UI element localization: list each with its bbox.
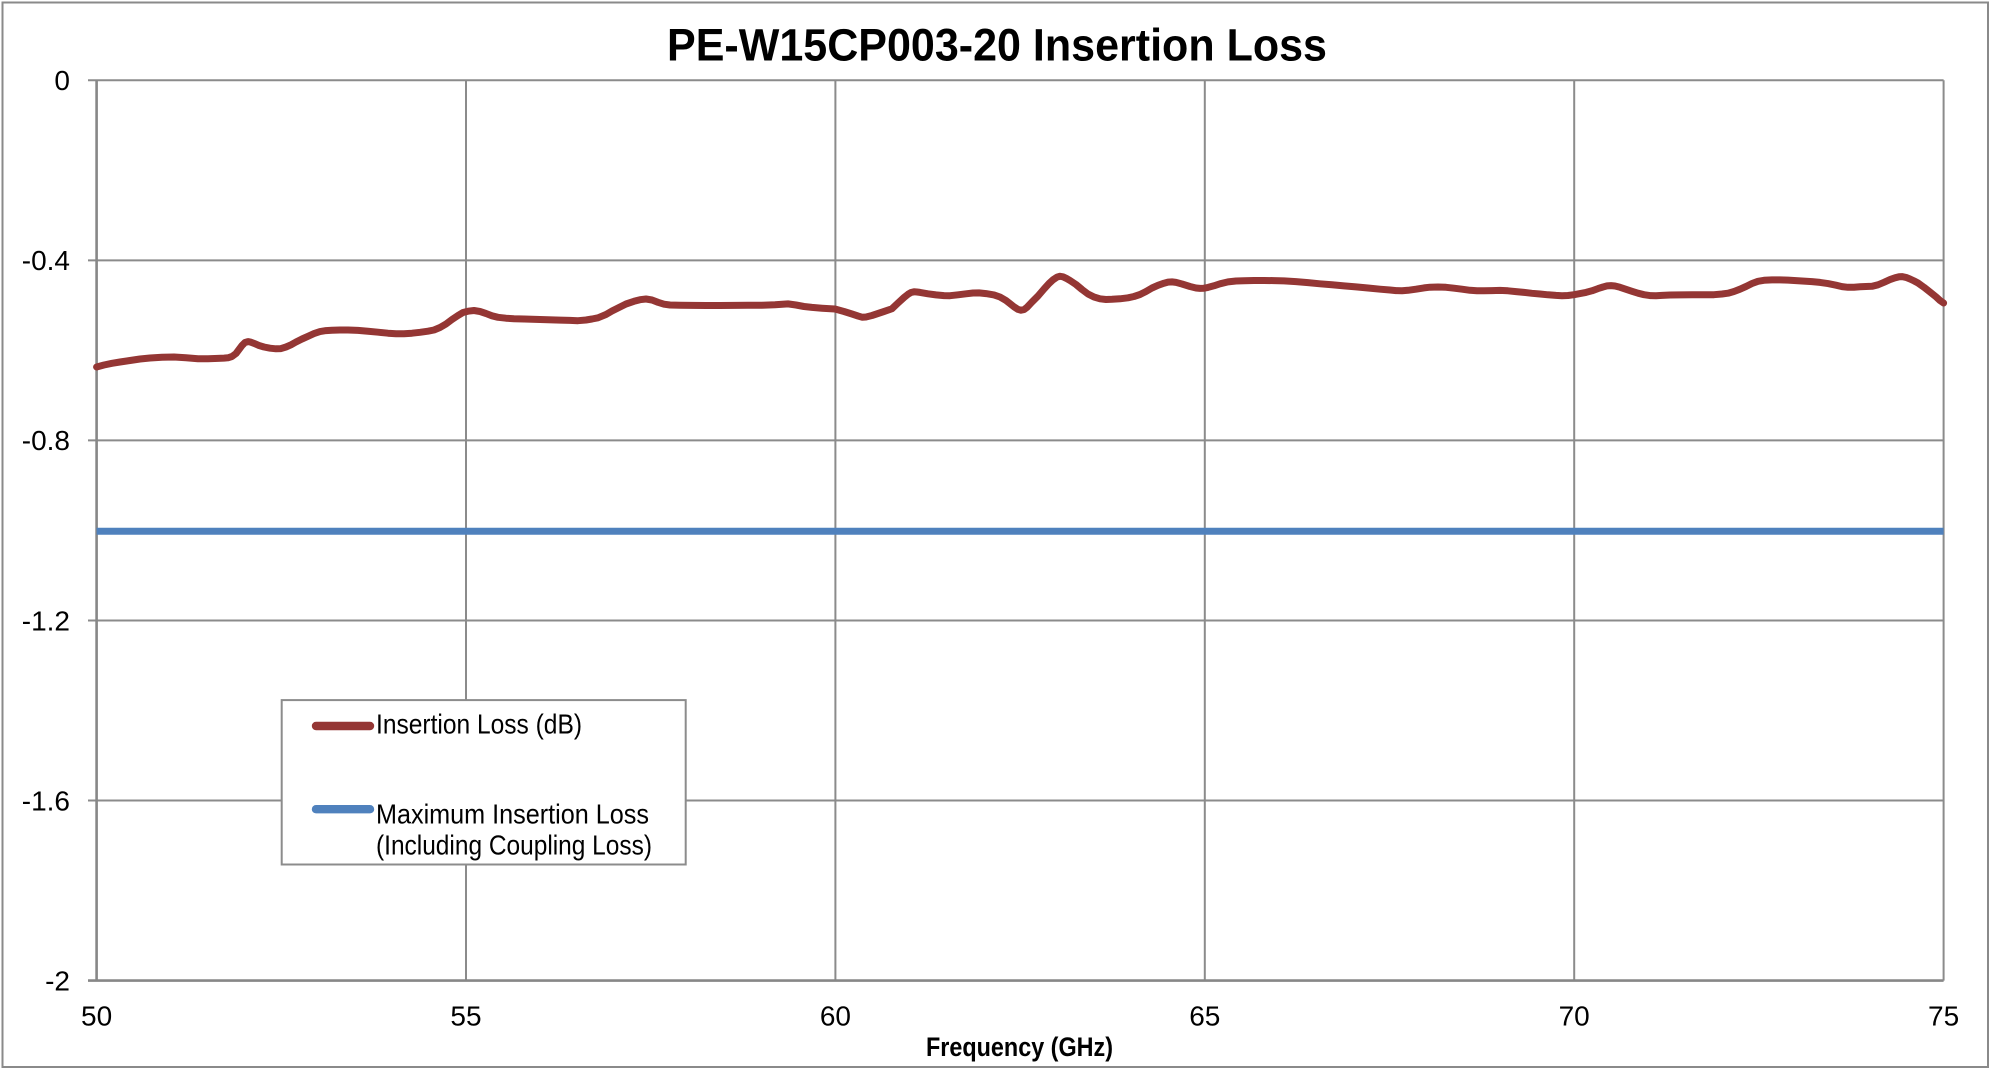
svg-text:65: 65 (1189, 1001, 1220, 1032)
svg-text:75: 75 (1928, 1001, 1959, 1032)
svg-text:70: 70 (1559, 1001, 1590, 1032)
svg-text:Maximum Insertion Loss: Maximum Insertion Loss (376, 798, 649, 829)
svg-text:50: 50 (81, 1001, 112, 1032)
svg-text:0: 0 (54, 65, 70, 96)
svg-text:55: 55 (450, 1001, 481, 1032)
svg-text:(Including Coupling Loss): (Including Coupling Loss) (376, 830, 652, 861)
svg-text:60: 60 (820, 1001, 851, 1032)
svg-text:Frequency (GHz): Frequency (GHz) (926, 1032, 1113, 1062)
svg-text:-0.8: -0.8 (22, 425, 70, 456)
svg-text:-1.2: -1.2 (22, 605, 70, 636)
svg-text:PE-W15CP003-20 Insertion Loss: PE-W15CP003-20 Insertion Loss (667, 20, 1327, 71)
svg-text:-0.4: -0.4 (22, 245, 70, 276)
svg-text:Insertion Loss (dB): Insertion Loss (dB) (376, 708, 582, 739)
svg-text:-2: -2 (45, 965, 70, 996)
svg-text:-1.6: -1.6 (22, 785, 70, 816)
